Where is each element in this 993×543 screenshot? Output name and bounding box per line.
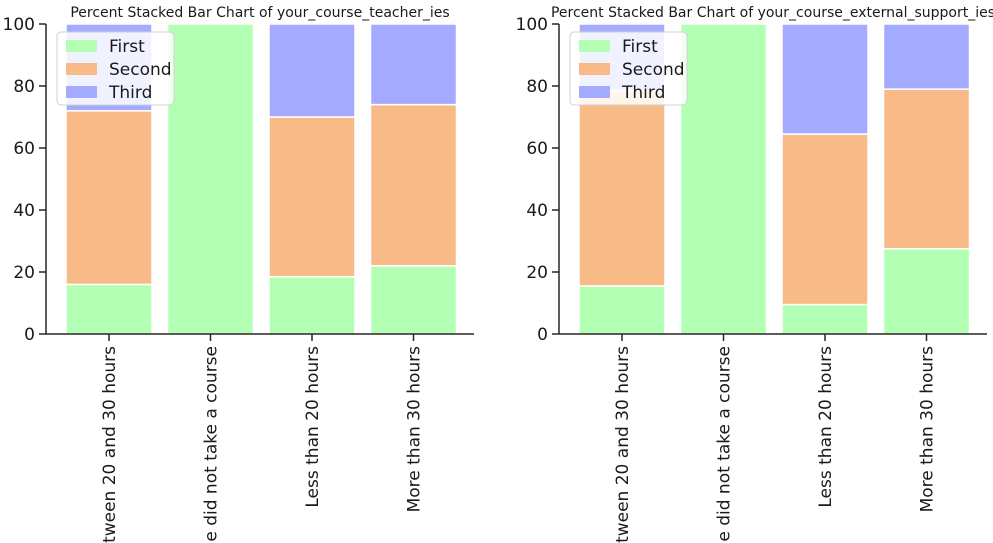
legend-swatch-first [579,40,610,52]
x-axis: Between 20 and 30 hours He did not take a… [559,333,987,543]
bar-first-2 [781,303,869,335]
y-tick-label: 100 [516,15,548,35]
y-tick-label: 60 [526,139,548,159]
legend-label-first: First [622,37,658,57]
legend-swatch-third [579,86,610,98]
legend-swatch-second [579,63,610,75]
bar-second-0 [65,110,153,286]
bar-third-3 [369,23,458,106]
y-tick-label: 80 [13,77,35,97]
bar-first-1 [166,23,255,335]
legend-swatch-second [66,63,97,75]
bar-second-3 [369,103,458,267]
legend: First Second Third [569,31,688,106]
bar-first-3 [369,265,458,335]
legend-swatch-third [66,86,97,98]
x-tick-label: More than 30 hours [918,346,938,513]
y-tick-label: 0 [24,325,35,345]
bar-third-3 [882,23,971,90]
chart-title: Percent Stacked Bar Chart of your_course… [551,5,993,21]
x-tick-label: Less than 20 hours [303,346,323,508]
legend: First Second Third [56,31,175,106]
chart-external-support-ies: Percent Stacked Bar Chart of your_course… [516,5,993,543]
bar-second-3 [882,88,971,250]
legend-swatch-first [66,40,97,52]
bar-first-0 [578,285,666,335]
legend-label-third: Third [108,83,152,103]
bar-first-3 [882,248,971,335]
legend-label-second: Second [622,60,685,80]
x-tick-label: More than 30 hours [405,346,425,513]
legend-label-first: First [109,37,145,57]
bar-second-0 [578,89,666,287]
y-tick-label: 0 [537,325,548,345]
y-tick-label: 20 [13,263,35,283]
x-tick-label: He did not take a course [715,346,735,543]
x-tick-label: Between 20 and 30 hours [100,346,120,543]
y-axis: 0 20 40 60 80 100 [516,15,560,345]
bar-first-0 [65,283,153,335]
chart-title: Percent Stacked Bar Chart of your_course… [70,5,449,21]
bar-third-2 [268,23,356,118]
y-tick-label: 40 [13,201,35,221]
x-axis: Between 20 and 30 hours He did not take a… [46,333,474,543]
bar-first-1 [679,23,768,335]
bar-second-2 [781,133,869,306]
x-tick-label: Less than 20 hours [816,346,836,508]
y-tick-label: 40 [526,201,548,221]
bar-third-2 [781,23,869,135]
y-axis: 0 20 40 60 80 100 [3,15,47,345]
bar-second-2 [268,116,356,278]
legend-label-third: Third [621,83,665,103]
y-tick-label: 100 [3,15,35,35]
y-tick-label: 80 [526,77,548,97]
y-tick-label: 60 [13,139,35,159]
bars [578,23,971,335]
x-tick-label: Between 20 and 30 hours [613,346,633,543]
y-tick-label: 20 [526,263,548,283]
chart-teacher-ies: Percent Stacked Bar Chart of your_course… [3,5,474,543]
bar-first-2 [268,275,356,335]
legend-label-second: Second [109,60,172,80]
x-tick-label: He did not take a course [202,346,222,543]
